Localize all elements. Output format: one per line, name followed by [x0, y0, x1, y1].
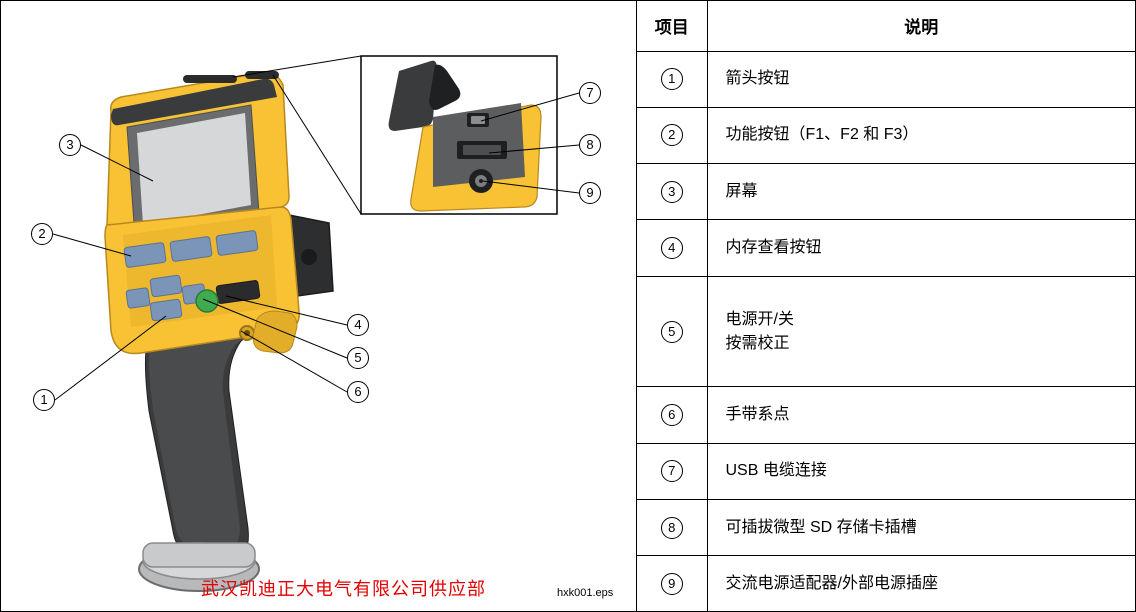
- callout-9: 9: [579, 182, 601, 204]
- figure-container: 1 2 3 4 5 6 7 8 9 武汉凯迪正大电气有限公司供应部 hxk001…: [0, 0, 1136, 612]
- callout-7: 7: [579, 82, 601, 104]
- callout-4: 4: [347, 314, 369, 336]
- callout-8: 8: [579, 134, 601, 156]
- legend-num: 1: [661, 68, 683, 90]
- legend-desc: 交流电源适配器/外部电源插座: [707, 556, 1135, 611]
- legend-desc: 可插拔微型 SD 存储卡插槽: [707, 499, 1135, 555]
- legend-desc: 电源开/关 按需校正: [707, 276, 1135, 386]
- legend-desc: USB 电缆连接: [707, 443, 1135, 499]
- legend-num: 4: [661, 237, 683, 259]
- legend-header-item: 项目: [637, 1, 707, 51]
- legend-row: 8 可插拔微型 SD 存储卡插槽: [637, 499, 1135, 555]
- legend-row: 4 内存查看按钮: [637, 220, 1135, 276]
- legend-num: 8: [661, 517, 683, 539]
- diagram-panel: 1 2 3 4 5 6 7 8 9 武汉凯迪正大电气有限公司供应部 hxk001…: [1, 1, 637, 611]
- legend-num: 6: [661, 404, 683, 426]
- callout-5: 5: [347, 347, 369, 369]
- legend-row: 1 箭头按钮: [637, 51, 1135, 107]
- eps-filename: hxk001.eps: [557, 587, 613, 599]
- legend-header-desc: 说明: [707, 1, 1135, 51]
- legend-num: 2: [661, 124, 683, 146]
- legend-desc: 功能按钮（F1、F2 和 F3）: [707, 107, 1135, 163]
- legend-row: 2 功能按钮（F1、F2 和 F3）: [637, 107, 1135, 163]
- legend-table: 项目 说明 1 箭头按钮 2 功能按钮（F1、F2 和 F3） 3 屏幕 4 内存查看按…: [637, 1, 1135, 611]
- legend-desc: 屏幕: [707, 164, 1135, 220]
- legend-row: 9 交流电源适配器/外部电源插座: [637, 556, 1135, 611]
- callout-1: 1: [33, 389, 55, 411]
- legend-header-row: 项目 说明: [637, 1, 1135, 51]
- legend-num: 3: [661, 181, 683, 203]
- device-illustration: [1, 1, 637, 611]
- callout-3: 3: [59, 134, 81, 156]
- legend-desc: 手带系点: [707, 387, 1135, 443]
- callout-6: 6: [347, 381, 369, 403]
- legend-num: 5: [661, 321, 683, 343]
- callout-2: 2: [31, 223, 53, 245]
- legend-desc: 箭头按钮: [707, 51, 1135, 107]
- legend-row: 3 屏幕: [637, 164, 1135, 220]
- watermark-text: 武汉凯迪正大电气有限公司供应部: [201, 575, 486, 601]
- legend-row: 6 手带系点: [637, 387, 1135, 443]
- legend-num: 9: [661, 573, 683, 595]
- legend-row: 7 USB 电缆连接: [637, 443, 1135, 499]
- legend-num: 7: [661, 460, 683, 482]
- legend-desc: 内存查看按钮: [707, 220, 1135, 276]
- legend-panel: 项目 说明 1 箭头按钮 2 功能按钮（F1、F2 和 F3） 3 屏幕 4 内存查看按…: [637, 1, 1135, 611]
- legend-row: 5 电源开/关 按需校正: [637, 276, 1135, 386]
